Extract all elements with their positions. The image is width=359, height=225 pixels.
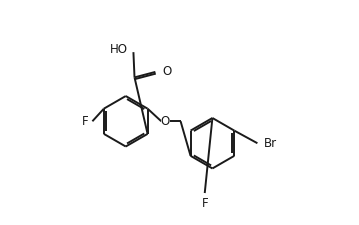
Text: F: F [201, 197, 208, 210]
Text: O: O [162, 65, 171, 78]
Text: O: O [160, 115, 170, 128]
Text: HO: HO [110, 43, 128, 56]
Text: Br: Br [264, 137, 277, 150]
Text: F: F [82, 115, 88, 128]
